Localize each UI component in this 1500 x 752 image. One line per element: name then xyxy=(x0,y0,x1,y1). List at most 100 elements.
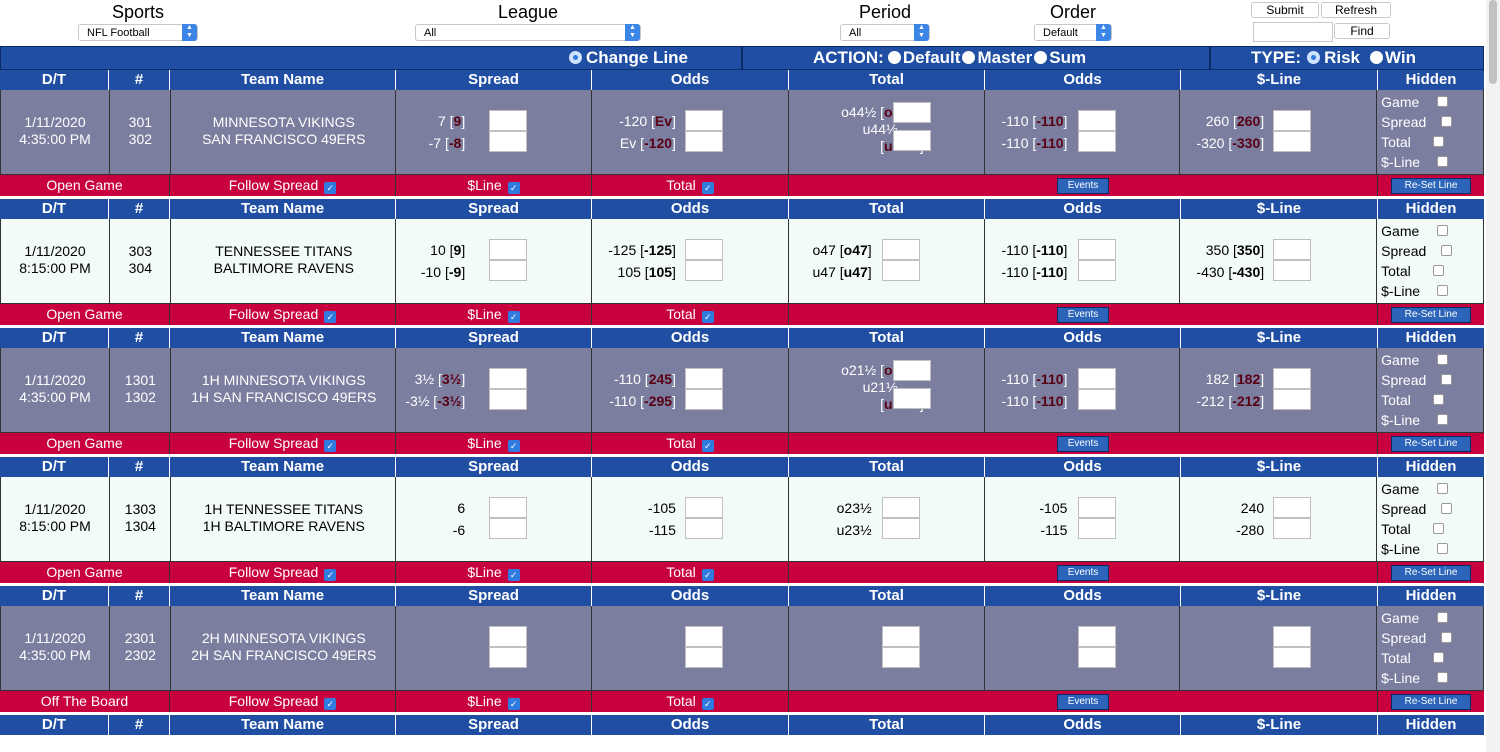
moneyline-input[interactable] xyxy=(1273,518,1312,539)
checkbox-checked-icon[interactable]: ✓ xyxy=(507,698,520,710)
odds-input[interactable] xyxy=(685,518,724,539)
odds2-input[interactable] xyxy=(1077,647,1116,668)
events-button[interactable]: Events xyxy=(1057,178,1109,195)
total-input[interactable] xyxy=(881,239,920,260)
hidden-checkbox[interactable] xyxy=(1437,96,1449,107)
hidden-checkbox[interactable] xyxy=(1437,414,1449,425)
odds-input[interactable] xyxy=(685,131,724,152)
hidden-checkbox[interactable] xyxy=(1433,265,1445,276)
total-input[interactable] xyxy=(892,388,931,409)
events-button[interactable]: Events xyxy=(1057,307,1109,324)
odds-input[interactable] xyxy=(685,626,724,647)
hidden-checkbox[interactable] xyxy=(1441,374,1453,385)
scrollbar-thumb[interactable] xyxy=(1489,0,1497,84)
total-input[interactable] xyxy=(892,130,931,151)
odds2-input[interactable] xyxy=(1077,389,1116,410)
radio-master-icon[interactable] xyxy=(962,51,976,64)
checkbox-checked-icon[interactable]: ✓ xyxy=(507,182,520,194)
hidden-checkbox[interactable] xyxy=(1437,156,1449,167)
hidden-checkbox[interactable] xyxy=(1441,116,1453,127)
odds2-input[interactable] xyxy=(1077,626,1116,647)
total-input[interactable] xyxy=(881,518,920,539)
line-option[interactable]: $Line ✓ xyxy=(395,175,591,196)
spread-input[interactable] xyxy=(489,110,528,131)
odds-input[interactable] xyxy=(685,497,724,518)
follow-spread-option[interactable]: Follow Spread ✓ xyxy=(169,691,395,712)
moneyline-input[interactable] xyxy=(1273,110,1312,131)
hidden-checkbox[interactable] xyxy=(1437,225,1449,236)
checkbox-checked-icon[interactable]: ✓ xyxy=(324,698,337,710)
hidden-checkbox[interactable] xyxy=(1433,136,1445,147)
odds2-input[interactable] xyxy=(1077,368,1116,389)
odds2-input[interactable] xyxy=(1077,497,1116,518)
spread-input[interactable] xyxy=(489,626,528,647)
hidden-checkbox[interactable] xyxy=(1437,354,1449,365)
odds-input[interactable] xyxy=(685,389,724,410)
total-option[interactable]: Total ✓ xyxy=(591,304,788,325)
radio-sum-icon[interactable] xyxy=(1034,51,1048,64)
radio-selected-icon[interactable] xyxy=(569,51,582,64)
find-button[interactable]: Find xyxy=(1334,23,1390,39)
total-input[interactable] xyxy=(892,360,931,381)
total-input[interactable] xyxy=(881,626,920,647)
hidden-checkbox[interactable] xyxy=(1433,523,1445,534)
scrollbar[interactable] xyxy=(1486,0,1500,752)
checkbox-checked-icon[interactable]: ✓ xyxy=(701,440,714,452)
hidden-checkbox[interactable] xyxy=(1441,503,1453,514)
spread-input[interactable] xyxy=(489,518,528,539)
reset-line-button[interactable]: Re-Set Line xyxy=(1391,694,1471,711)
order-select[interactable]: Default ▲ ▼ xyxy=(1034,24,1112,41)
total-input[interactable] xyxy=(892,102,931,123)
reset-line-button[interactable]: Re-Set Line xyxy=(1391,178,1471,195)
follow-spread-option[interactable]: Follow Spread ✓ xyxy=(169,175,395,196)
odds2-input[interactable] xyxy=(1077,239,1116,260)
total-option[interactable]: Total ✓ xyxy=(591,175,788,196)
hidden-checkbox[interactable] xyxy=(1437,285,1449,296)
reset-line-button[interactable]: Re-Set Line xyxy=(1391,436,1471,453)
checkbox-checked-icon[interactable]: ✓ xyxy=(701,182,714,194)
find-input[interactable] xyxy=(1253,22,1333,42)
league-select[interactable]: All ▲ ▼ xyxy=(415,24,641,41)
radio-default-icon[interactable] xyxy=(887,51,901,64)
checkbox-checked-icon[interactable]: ✓ xyxy=(324,182,337,194)
radio-risk-icon[interactable] xyxy=(1307,51,1321,64)
odds-input[interactable] xyxy=(685,110,724,131)
spread-input[interactable] xyxy=(489,647,528,668)
line-option[interactable]: $Line ✓ xyxy=(395,691,591,712)
checkbox-checked-icon[interactable]: ✓ xyxy=(701,698,714,710)
line-option[interactable]: $Line ✓ xyxy=(395,304,591,325)
hidden-checkbox[interactable] xyxy=(1437,612,1449,623)
total-input[interactable] xyxy=(881,497,920,518)
odds-input[interactable] xyxy=(685,368,724,389)
moneyline-input[interactable] xyxy=(1273,260,1312,281)
checkbox-checked-icon[interactable]: ✓ xyxy=(701,311,714,323)
spread-input[interactable] xyxy=(489,368,528,389)
odds-input[interactable] xyxy=(685,647,724,668)
follow-spread-option[interactable]: Follow Spread ✓ xyxy=(169,433,395,454)
radio-win-icon[interactable] xyxy=(1369,51,1383,64)
total-input[interactable] xyxy=(881,647,920,668)
reset-line-button[interactable]: Re-Set Line xyxy=(1391,565,1471,582)
total-input[interactable] xyxy=(881,260,920,281)
refresh-button[interactable]: Refresh xyxy=(1321,2,1391,18)
submit-button[interactable]: Submit xyxy=(1251,2,1319,18)
checkbox-checked-icon[interactable]: ✓ xyxy=(507,440,520,452)
hidden-checkbox[interactable] xyxy=(1441,245,1453,256)
hidden-checkbox[interactable] xyxy=(1441,632,1453,643)
period-select[interactable]: All ▲ ▼ xyxy=(840,24,930,41)
moneyline-input[interactable] xyxy=(1273,626,1312,647)
events-button[interactable]: Events xyxy=(1057,565,1109,582)
spread-input[interactable] xyxy=(489,131,528,152)
events-button[interactable]: Events xyxy=(1057,694,1109,711)
line-option[interactable]: $Line ✓ xyxy=(395,433,591,454)
change-line-option[interactable]: Change Line xyxy=(563,47,688,69)
checkbox-checked-icon[interactable]: ✓ xyxy=(507,311,520,323)
follow-spread-option[interactable]: Follow Spread ✓ xyxy=(169,304,395,325)
spread-input[interactable] xyxy=(489,497,528,518)
hidden-checkbox[interactable] xyxy=(1433,394,1445,405)
moneyline-input[interactable] xyxy=(1273,389,1312,410)
moneyline-input[interactable] xyxy=(1273,239,1312,260)
hidden-checkbox[interactable] xyxy=(1437,543,1449,554)
spread-input[interactable] xyxy=(489,389,528,410)
total-option[interactable]: Total ✓ xyxy=(591,433,788,454)
